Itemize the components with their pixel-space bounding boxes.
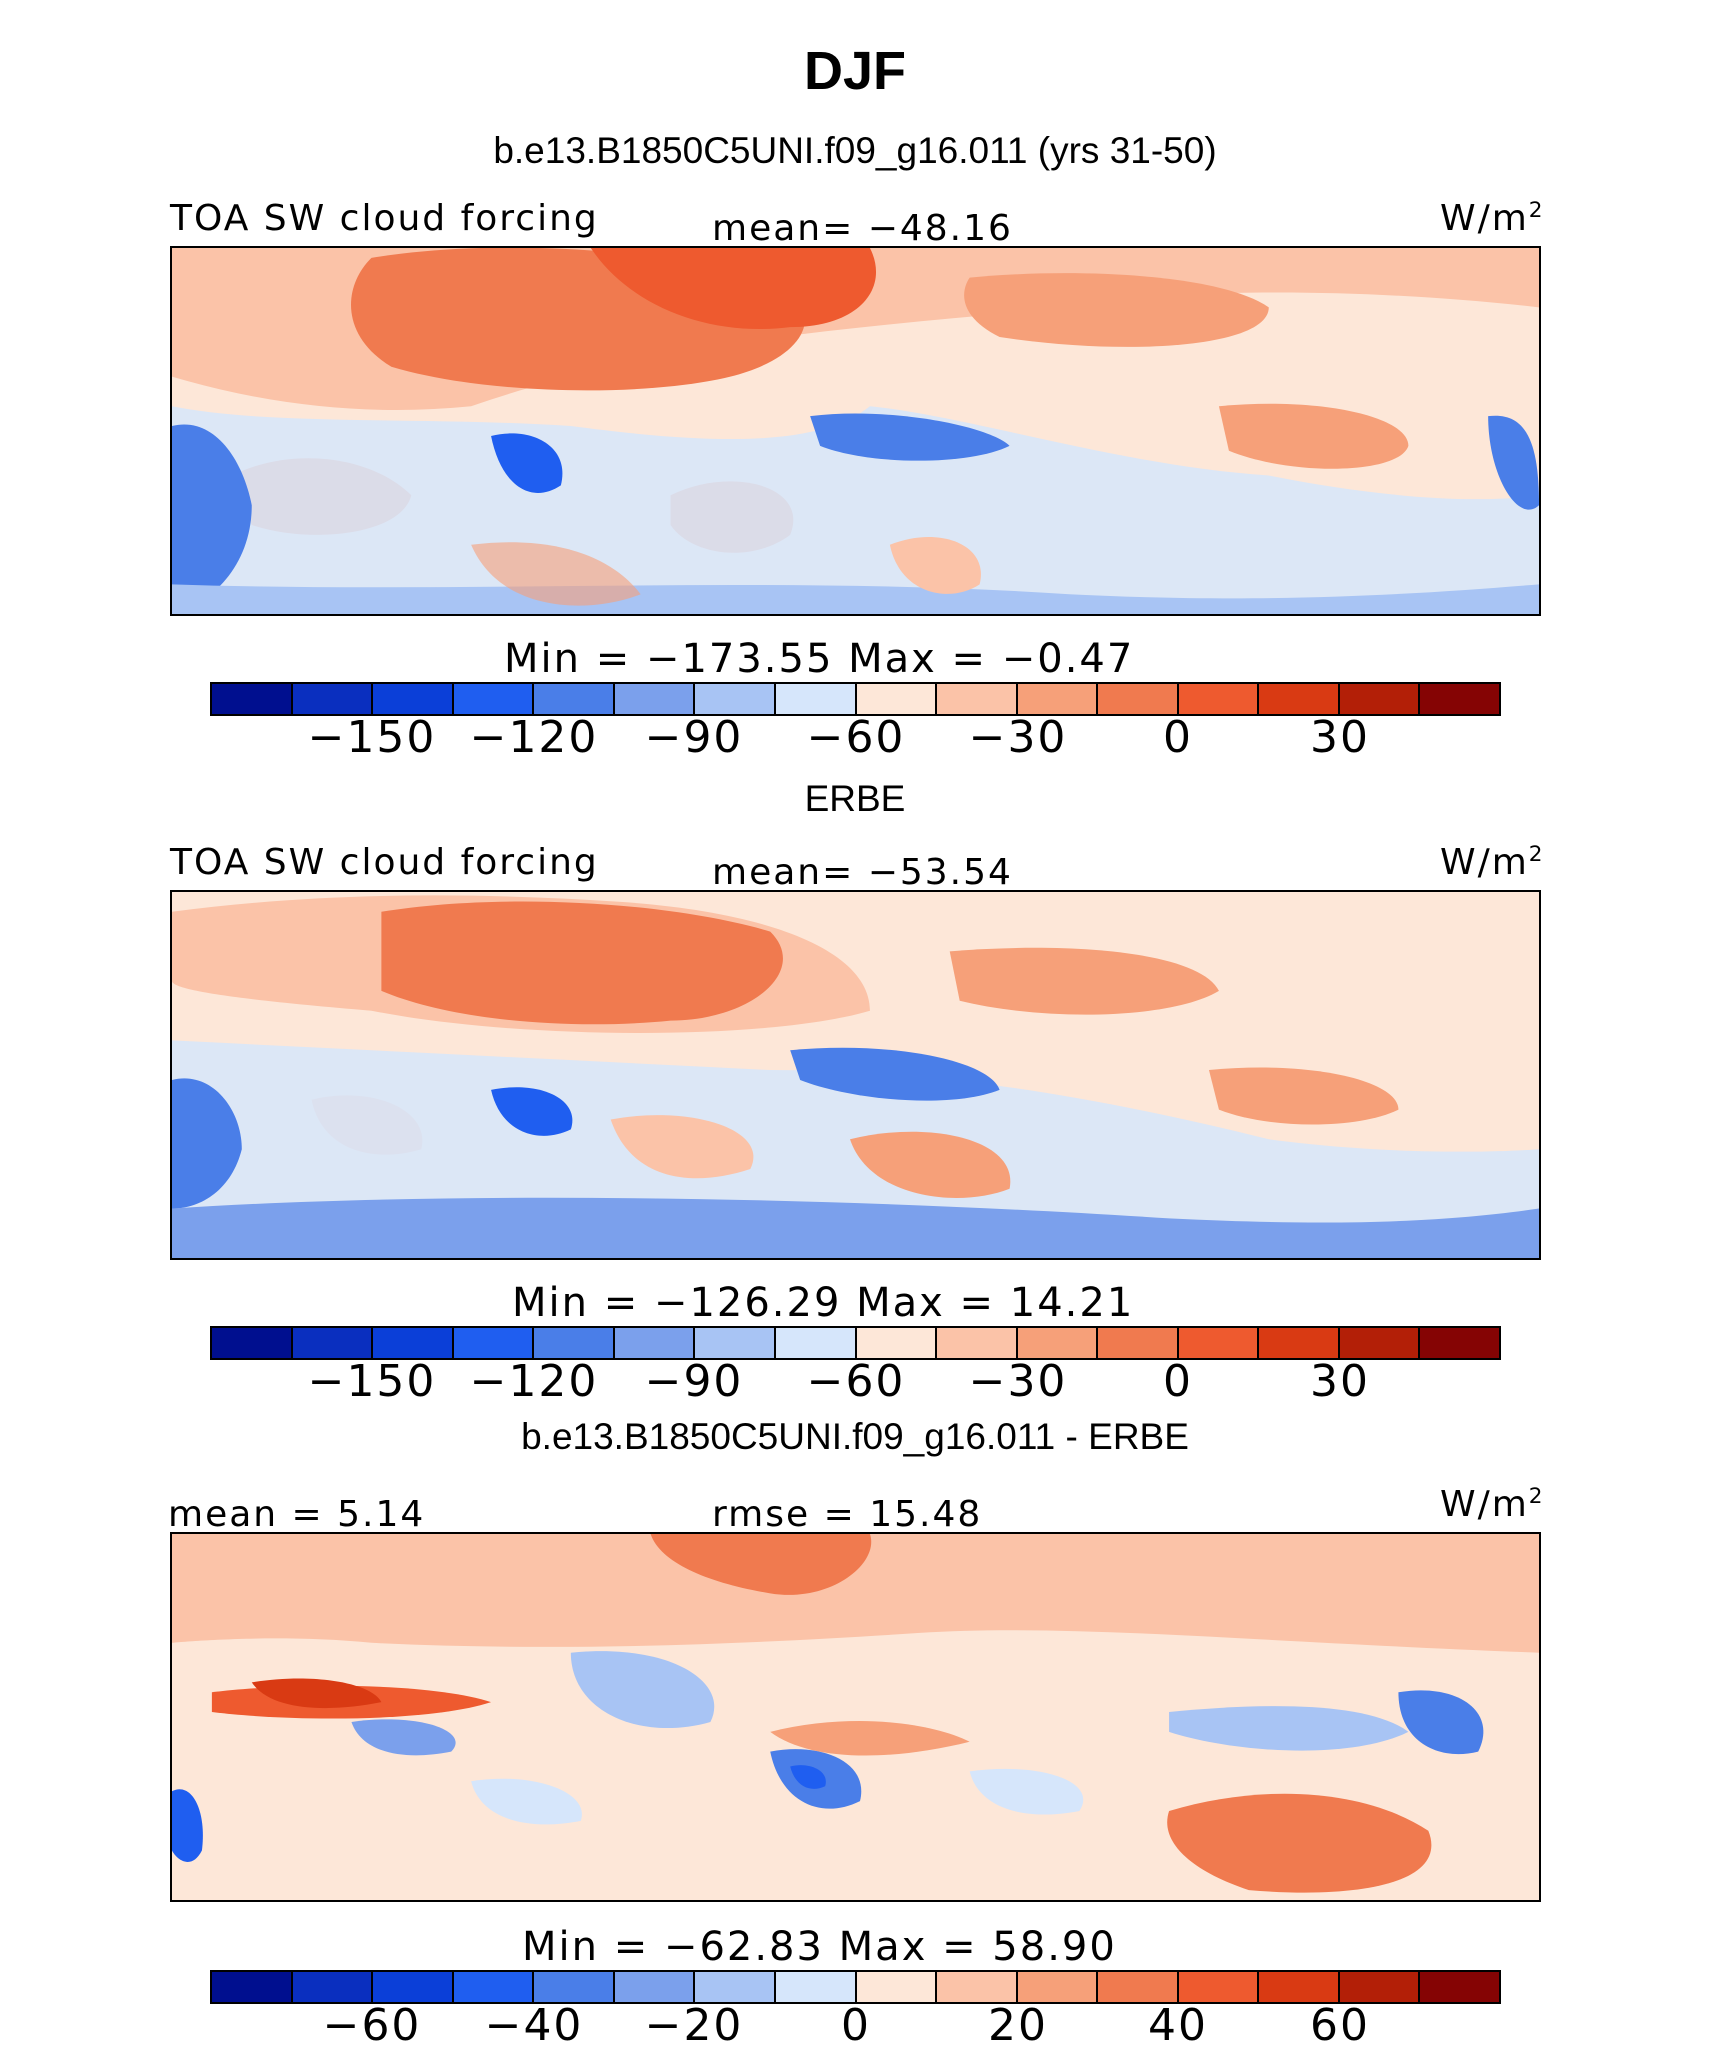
panel2-colorbar-tick: −150 (307, 1356, 437, 1407)
colorbar-swatch (695, 1328, 776, 1358)
colorbar-swatch (1420, 684, 1499, 714)
panel1-field (172, 248, 1539, 614)
panel2-colorbar-tick: 30 (1310, 1356, 1370, 1407)
colorbar-swatch (212, 684, 293, 714)
panel1-map (170, 246, 1541, 616)
panel2-mean-label: mean= −53.54 (712, 852, 1013, 893)
figure-title: DJF (803, 41, 906, 101)
colorbar-swatch (1420, 1328, 1499, 1358)
colorbar-swatch (775, 1972, 857, 2002)
colorbar-swatch (1178, 1972, 1260, 2002)
panel3-colorbar (210, 1970, 1501, 2004)
colorbar-swatch (1339, 684, 1421, 714)
panel1-colorbar-tick: −30 (968, 712, 1068, 763)
colorbar-swatch (373, 684, 454, 714)
colorbar-swatch (212, 1328, 293, 1358)
colorbar-swatch (775, 684, 857, 714)
panel3-heading: b.e13.B1850C5UNI.f09_g16.011 - ERBE (521, 1416, 1189, 1457)
colorbar-swatch (1339, 1972, 1421, 2002)
colorbar-swatch (534, 1972, 615, 2002)
colorbar-swatch (614, 1972, 696, 2002)
colorbar-swatch (292, 684, 374, 714)
colorbar-swatch (373, 1972, 454, 2002)
panel3-colorbar-tick: 40 (1148, 2000, 1208, 2051)
panel2-colorbar (210, 1326, 1501, 1360)
panel2-colorbar-tick: −90 (644, 1356, 744, 1407)
panel3-colorbar-tick: −60 (322, 2000, 422, 2051)
colorbar-swatch (937, 1328, 1018, 1358)
colorbar-swatch (1420, 1972, 1499, 2002)
colorbar-swatch (1178, 1328, 1260, 1358)
colorbar-swatch (1259, 1972, 1340, 2002)
panel1-colorbar-tick: −90 (644, 712, 744, 763)
colorbar-swatch (292, 1328, 374, 1358)
panel3-map (170, 1532, 1541, 1902)
panel3-colorbar-tick: 20 (988, 2000, 1048, 2051)
colorbar-swatch (292, 1972, 374, 2002)
colorbar-swatch (775, 1328, 857, 1358)
panel1-colorbar-tick: 0 (1163, 712, 1193, 763)
colorbar-swatch (1098, 1972, 1179, 2002)
colorbar-swatch (1259, 1328, 1340, 1358)
panel2-colorbar-tick: −120 (469, 1356, 599, 1407)
colorbar-swatch (1339, 1328, 1421, 1358)
colorbar-swatch (856, 684, 938, 714)
panel3-mean-label: mean = 5.14 (168, 1494, 426, 1535)
panel2-colorbar-tick: −30 (968, 1356, 1068, 1407)
panel1-minmax-label: Min = −173.55 Max = −0.47 (504, 636, 1135, 682)
panel2-map (170, 890, 1541, 1260)
colorbar-swatch (453, 1972, 535, 2002)
colorbar-swatch (1098, 684, 1179, 714)
colorbar-swatch (1098, 1328, 1179, 1358)
panel1-colorbar-tick: −120 (469, 712, 599, 763)
panel2-field (172, 892, 1539, 1258)
figure-subtitle: b.e13.B1850C5UNI.f09_g16.011 (yrs 31-50) (493, 130, 1217, 171)
panel1-units-label: W/m2 (1440, 198, 1545, 239)
panel3-units-label: W/m2 (1440, 1484, 1545, 1525)
colorbar-swatch (695, 684, 776, 714)
colorbar-swatch (856, 1328, 938, 1358)
colorbar-swatch (614, 684, 696, 714)
panel2-heading: ERBE (804, 778, 906, 819)
colorbar-swatch (1017, 684, 1099, 714)
panel2-units-label: W/m2 (1440, 842, 1545, 883)
panel2-colorbar-tick: −60 (806, 1356, 906, 1407)
colorbar-swatch (534, 1328, 615, 1358)
panel3-minmax-label: Min = −62.83 Max = 58.90 (522, 1924, 1117, 1970)
colorbar-swatch (1178, 684, 1260, 714)
colorbar-swatch (1017, 1972, 1099, 2002)
colorbar-swatch (856, 1972, 938, 2002)
colorbar-swatch (534, 684, 615, 714)
colorbar-swatch (453, 1328, 535, 1358)
colorbar-swatch (1259, 684, 1340, 714)
colorbar-swatch (212, 1972, 293, 2002)
panel2-variable-label: TOA SW cloud forcing (170, 842, 599, 883)
colorbar-swatch (453, 684, 535, 714)
panel2-minmax-label: Min = −126.29 Max = 14.21 (512, 1280, 1135, 1326)
panel1-mean-label: mean= −48.16 (712, 208, 1013, 249)
colorbar-swatch (937, 1972, 1018, 2002)
panel1-colorbar-tick: 30 (1310, 712, 1370, 763)
panel1-colorbar-tick: −150 (307, 712, 437, 763)
colorbar-swatch (1017, 1328, 1099, 1358)
colorbar-swatch (695, 1972, 776, 2002)
panel1-colorbar-tick: −60 (806, 712, 906, 763)
colorbar-swatch (373, 1328, 454, 1358)
panel3-colorbar-tick: 0 (841, 2000, 871, 2051)
panel3-colorbar-tick: −20 (644, 2000, 744, 2051)
panel3-colorbar-tick: −40 (484, 2000, 584, 2051)
panel3-field (172, 1534, 1539, 1900)
colorbar-swatch (614, 1328, 696, 1358)
panel3-rmse-label: rmse = 15.48 (712, 1494, 983, 1535)
panel2-colorbar-tick: 0 (1163, 1356, 1193, 1407)
panel1-variable-label: TOA SW cloud forcing (170, 198, 599, 239)
panel1-colorbar (210, 682, 1501, 716)
colorbar-swatch (937, 684, 1018, 714)
panel3-colorbar-tick: 60 (1310, 2000, 1370, 2051)
